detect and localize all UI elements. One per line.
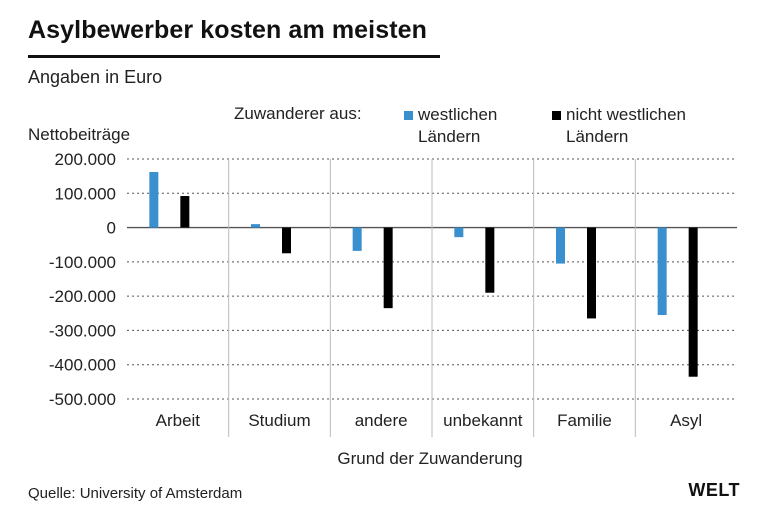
x-axis-label: Grund der Zuwanderung [337, 449, 523, 468]
bar-western-arbeit [149, 172, 159, 228]
legend-title: Zuwanderer aus: [234, 104, 362, 123]
bar-western-andere [352, 227, 362, 251]
bar-non-western-unbekannt [485, 227, 495, 293]
legend-item-western: westlichen Ländern [404, 104, 518, 148]
y-tick-label: -200.000 [49, 287, 116, 306]
y-tick-label: 200.000 [55, 150, 116, 169]
x-tick-label: unbekannt [443, 411, 523, 430]
title-underline [28, 55, 440, 58]
x-tick-label: Arbeit [156, 411, 201, 430]
chart-title: Asylbewerber kosten am meisten [28, 16, 427, 44]
bar-western-unbekannt [454, 227, 464, 238]
bar-western-asyl [657, 227, 667, 315]
y-axis-label: Nettobeiträge [28, 125, 131, 144]
bar-non-western-arbeit [180, 196, 190, 228]
x-tick-label: Asyl [670, 411, 702, 430]
x-tick-label: andere [355, 411, 408, 430]
source-note: Quelle: University of Amsterdam [28, 485, 243, 502]
bar-western-familie [556, 227, 565, 264]
bar-non-western-studium [282, 227, 291, 254]
x-tick-label: Familie [557, 411, 612, 430]
legend-label-non-western: nicht westlichen Ländern [566, 105, 687, 146]
chart-subtitle: Angaben in Euro [28, 67, 163, 87]
bar-non-western-andere [383, 227, 393, 309]
bar-non-western-familie [587, 227, 596, 319]
y-tick-label: -100.000 [49, 253, 116, 272]
y-tick-label: -500.000 [49, 390, 116, 409]
legend-swatch-western [404, 111, 413, 120]
legend-label-western: westlichen Ländern [418, 105, 498, 146]
x-tick-label: Studium [248, 411, 310, 430]
y-tick-label: 0 [107, 219, 116, 238]
y-tick-label: -400.000 [49, 356, 116, 375]
y-tick-label: 100.000 [55, 184, 116, 203]
welt-logo: WELT [688, 480, 740, 500]
bar-non-western-asyl [688, 227, 698, 377]
bar-western-studium [251, 224, 260, 228]
y-tick-label: -300.000 [49, 321, 116, 340]
legend-swatch-non-western [552, 111, 561, 120]
legend-item-non-western: nicht westlichen Ländern [552, 104, 716, 148]
